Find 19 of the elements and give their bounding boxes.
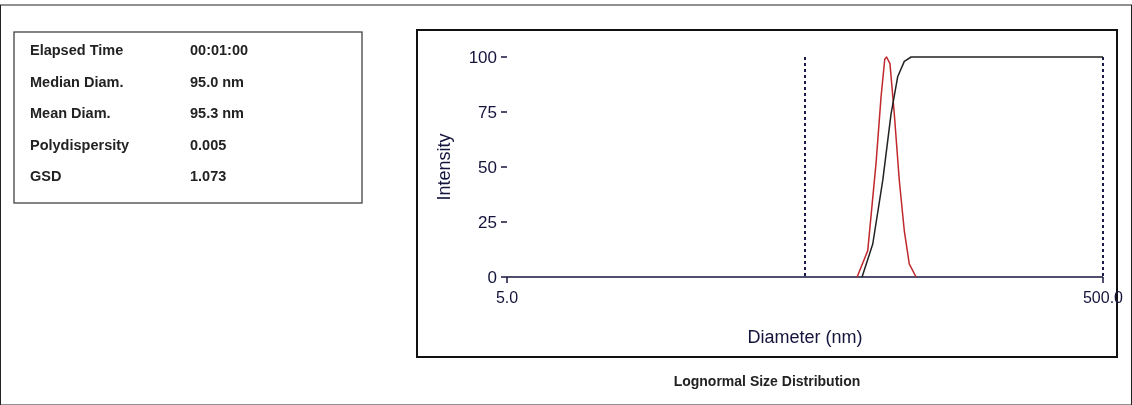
x-axis-title: Diameter (nm) [747, 327, 863, 347]
y-axis-title: Intensity [434, 133, 454, 201]
text: Polydispersity [30, 136, 130, 153]
y-tick-label: 25 [478, 212, 497, 232]
text: Mean Diam. [30, 105, 111, 121]
text: GSD [30, 168, 62, 184]
y-tick-label: 50 [478, 157, 497, 177]
text: 00:01:00 [190, 42, 249, 58]
y-tick-label: 0 [487, 267, 497, 287]
text: 95.0 nm [190, 73, 244, 90]
text: Median Diam. [30, 73, 124, 90]
y-tick-label: 75 [478, 102, 497, 122]
x-tick-label: 5.0 [495, 289, 519, 306]
text: 1.073 [190, 168, 227, 184]
text: 0.005 [190, 136, 227, 153]
text: 95.3 nm [190, 105, 244, 121]
text: Lognormal Size Distribution [673, 373, 861, 389]
y-tick-label: 100 [468, 47, 497, 67]
text: Elapsed Time [30, 42, 124, 58]
